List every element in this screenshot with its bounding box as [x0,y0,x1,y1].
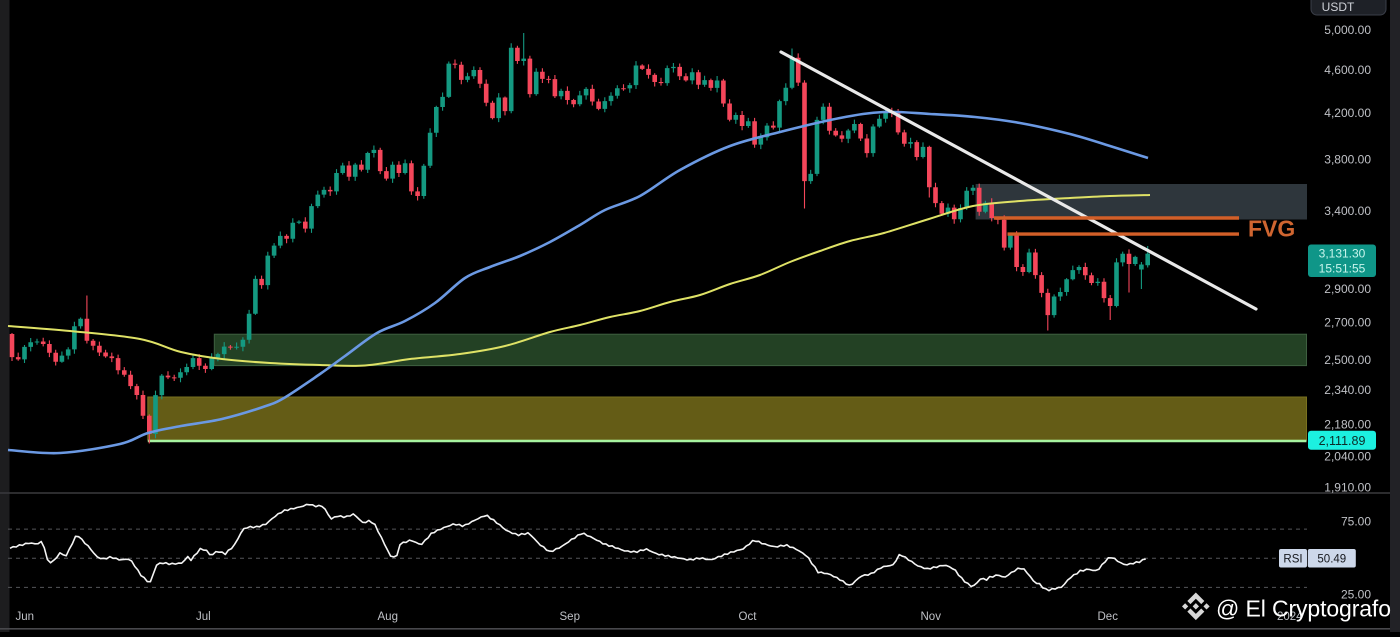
svg-text:Jul: Jul [196,611,211,623]
svg-text:3,131.30: 3,131.30 [1319,247,1366,261]
svg-text:2,900.00: 2,900.00 [1324,282,1371,296]
svg-text:25.00: 25.00 [1341,588,1371,602]
svg-text:2,500.00: 2,500.00 [1324,353,1371,367]
svg-text:Oct: Oct [739,611,758,623]
svg-text:5,000.00: 5,000.00 [1324,23,1371,37]
svg-text:2,340.00: 2,340.00 [1324,383,1371,397]
svg-text:Aug: Aug [378,611,398,623]
svg-text:2,111.89: 2,111.89 [1319,434,1366,448]
svg-text:Jun: Jun [16,611,35,623]
svg-text:2,700.00: 2,700.00 [1324,316,1371,330]
svg-text:75.00: 75.00 [1341,515,1371,529]
svg-text:50.49: 50.49 [1317,554,1346,566]
svg-text:3,800.00: 3,800.00 [1324,153,1371,167]
svg-text:Sep: Sep [560,611,580,623]
svg-text:Dec: Dec [1098,611,1119,623]
svg-text:Nov: Nov [921,611,942,623]
svg-text:@ El Cryptografo: @ El Cryptografo [1216,596,1391,622]
svg-text:2,180.00: 2,180.00 [1324,418,1371,432]
svg-text:3,400.00: 3,400.00 [1324,204,1371,218]
svg-text:1,910.00: 1,910.00 [1324,481,1371,495]
svg-text:2024: 2024 [1277,611,1303,623]
svg-text:2,040.00: 2,040.00 [1324,450,1371,464]
svg-text:4,600.00: 4,600.00 [1324,63,1371,77]
svg-text:FVG: FVG [1248,216,1295,242]
svg-text:15:51:55: 15:51:55 [1319,262,1366,276]
svg-text:4,200.00: 4,200.00 [1324,106,1371,120]
svg-text:RSI: RSI [1283,554,1302,566]
svg-text:USDT: USDT [1322,0,1355,14]
